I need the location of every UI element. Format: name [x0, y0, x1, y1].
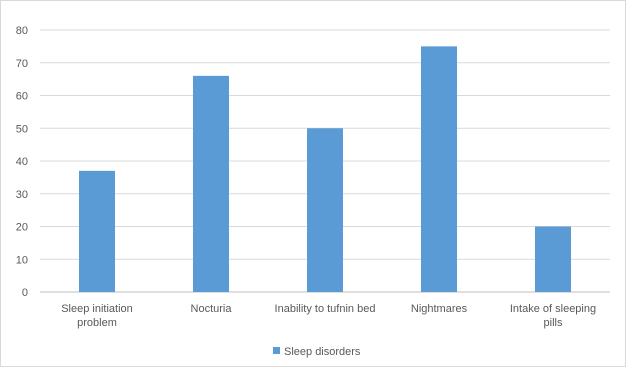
bar — [193, 75, 229, 292]
y-tick-label: 50 — [16, 123, 28, 135]
y-tick-label: 0 — [22, 287, 28, 299]
bar — [307, 128, 343, 292]
bar — [535, 226, 571, 292]
bar — [421, 46, 457, 292]
bar — [79, 170, 115, 292]
y-tick-label: 80 — [16, 25, 28, 37]
y-tick-label: 30 — [16, 189, 28, 201]
legend-swatch-sleep-disorders — [273, 347, 280, 354]
x-category-label: Nightmares — [411, 303, 468, 315]
y-tick-label: 20 — [16, 222, 28, 234]
legend-label-sleep-disorders: Sleep disorders — [284, 346, 361, 358]
x-category-label: Nocturia — [191, 303, 233, 315]
x-category-label: Intake of sleeping pills — [510, 303, 596, 329]
y-tick-label: 10 — [16, 254, 28, 266]
x-category-label: Sleep initiation problem — [61, 303, 133, 329]
y-tick-label: 60 — [16, 91, 28, 103]
x-axis-labels: Sleep initiation problem Nocturia Inability… — [61, 303, 596, 329]
bars — [79, 46, 571, 292]
x-category-label: Inability to tufnin bed — [275, 303, 376, 315]
y-tick-label: 40 — [16, 156, 28, 168]
y-axis-ticks: 0 10 20 30 40 50 60 70 80 — [16, 25, 28, 299]
y-tick-label: 70 — [16, 58, 28, 70]
legend: Sleep disorders — [273, 346, 361, 358]
